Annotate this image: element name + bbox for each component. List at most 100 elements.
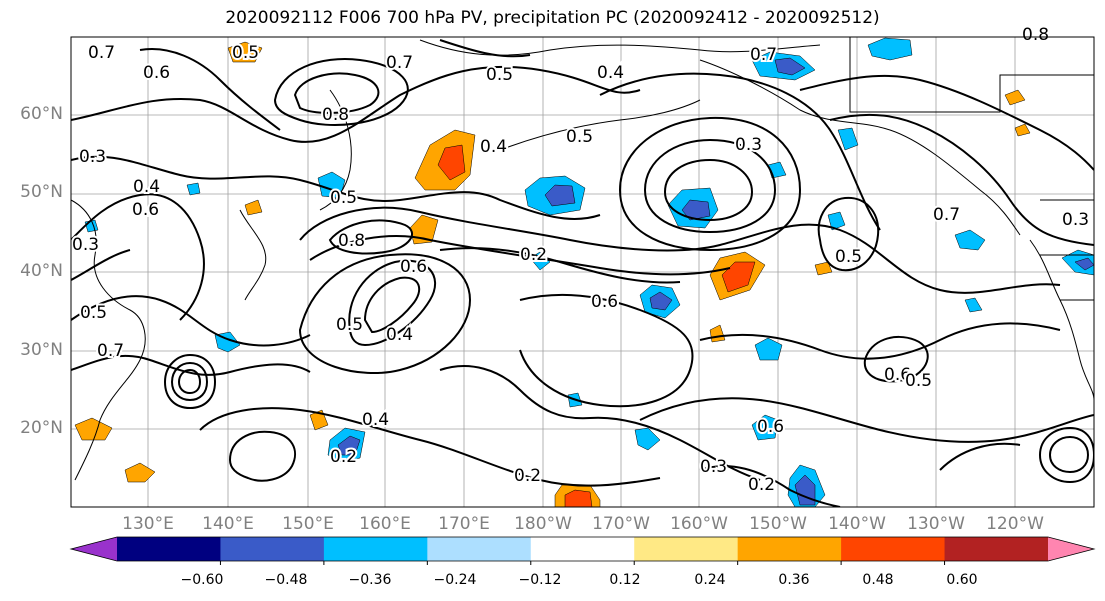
colorbar-segment [427,537,532,561]
precip-positive-blob [814,261,833,276]
precip-positive-core [437,144,466,181]
pv-contour [228,430,297,482]
colorbar [69,536,1096,565]
contour-label: 0.5 [336,315,363,335]
lat-label-30n: 30°N [20,340,63,360]
precip-negative-core [794,474,816,506]
lon-label-140e: 140°E [202,514,254,534]
pv-contour [71,354,311,376]
contour-label: 0.6 [400,257,427,277]
contour-label: 0.2 [330,447,357,467]
lon-label-140w: 140°W [828,514,886,534]
coastline-aleutians [499,99,701,151]
contour-label: 0.3 [72,235,99,255]
pv-contour [663,158,754,222]
lon-label-150e: 150°E [282,514,334,534]
pv-contour [71,193,205,321]
pv-contour [439,247,681,284]
precip-negative-blob [754,337,783,361]
colorbar-tick-label: 0.36 [778,572,810,588]
lon-label-130w: 130°W [907,514,965,534]
pv-contour [273,58,409,126]
pv-contour [939,442,1021,471]
precip-negative-blob [186,182,201,196]
contour-label: 0.6 [884,365,911,385]
pv-contour [817,196,880,272]
precip-negative-core [544,184,576,207]
contour-label: 0.5 [80,303,107,323]
precip-positive-blob [227,41,263,63]
colorbar-tick-label: −0.36 [348,572,392,588]
contour-label: 0.7 [97,341,124,361]
pv-contour [519,293,694,408]
pv-contour [293,72,380,114]
colorbar-segment [323,537,428,561]
coastlines [71,39,1094,481]
political-boundaries [849,37,1094,301]
contour-labels: 0.7 0.50.6 0.70.80.4 0.50.30.40.60.50.80.60… [70,23,1091,497]
contour-label: 0.2 [514,466,541,486]
coastline-japan [239,209,267,301]
contour-label: 0.5 [905,371,932,391]
colorbar-segment [220,537,325,561]
lon-label-180w: 180°W [514,514,572,534]
precip-positive-blob [244,199,263,216]
pv-contour [348,259,436,347]
lon-label-170e: 170°E [438,514,490,534]
pv-contour [863,335,929,383]
contour-label: 0.5 [330,188,357,208]
pv-contour [439,39,531,58]
contour-label: 0.4 [597,63,624,83]
coastline-northamerica [1029,239,1094,401]
pv-contour [328,219,413,255]
pv-contour [71,249,131,281]
pv-contour [163,353,217,410]
precip-positive-blob [74,417,113,441]
precip-negative-blob [954,229,986,251]
precip-negative-blob [964,297,983,313]
lat-label-50n: 50°N [20,182,63,202]
precip-negative-blob [837,127,859,151]
contour-label: 0.4 [480,137,507,157]
colorbar-extend-low [71,537,117,561]
contour-label: 0.6 [143,63,170,83]
colorbar-tick-label: 0.24 [694,572,726,588]
contour-label: 0.3 [1062,210,1089,230]
pv-contour [363,276,421,334]
pv-contour [1048,435,1090,474]
coastline-alaska [699,59,1021,236]
contour-label: 0.4 [133,177,160,197]
contour-label: 0.6 [132,200,159,220]
precip-negative-blob [827,211,846,231]
contour-label: 0.5 [835,247,862,267]
contour-label: 0.6 [757,417,784,437]
lon-label-130e: 130°E [122,514,174,534]
coastline-arctic [419,39,821,56]
lon-label-120w: 120°W [986,514,1044,534]
pv-contour [71,65,641,143]
precip-positive-blob [124,462,156,483]
contour-label: 0.7 [386,53,413,73]
lon-label-150w: 150°W [749,514,807,534]
pv-contour [309,235,731,276]
contour-label: 0.3 [79,147,106,167]
contour-label: 0.3 [700,457,727,477]
pv-contour [71,295,311,347]
precip-negative-blob [529,251,551,271]
precip-positive-blob [1004,89,1026,106]
pv-contour [71,155,601,221]
colorbar-segment [117,537,221,561]
precip-negative-core [774,57,806,76]
coastline-asia [71,199,146,481]
pv-contour [643,138,777,234]
contour-label: 0.8 [1022,25,1049,45]
pv-contour [618,116,802,252]
lon-label-170w: 170°W [592,514,650,534]
precip-negative-blob [751,414,779,441]
lat-label-20n: 20°N [20,418,63,438]
lon-label-160e: 160°E [359,514,411,534]
lat-label-40n: 40°N [20,261,63,281]
pv-contour [599,72,881,231]
contour-label: 0.4 [386,325,413,345]
